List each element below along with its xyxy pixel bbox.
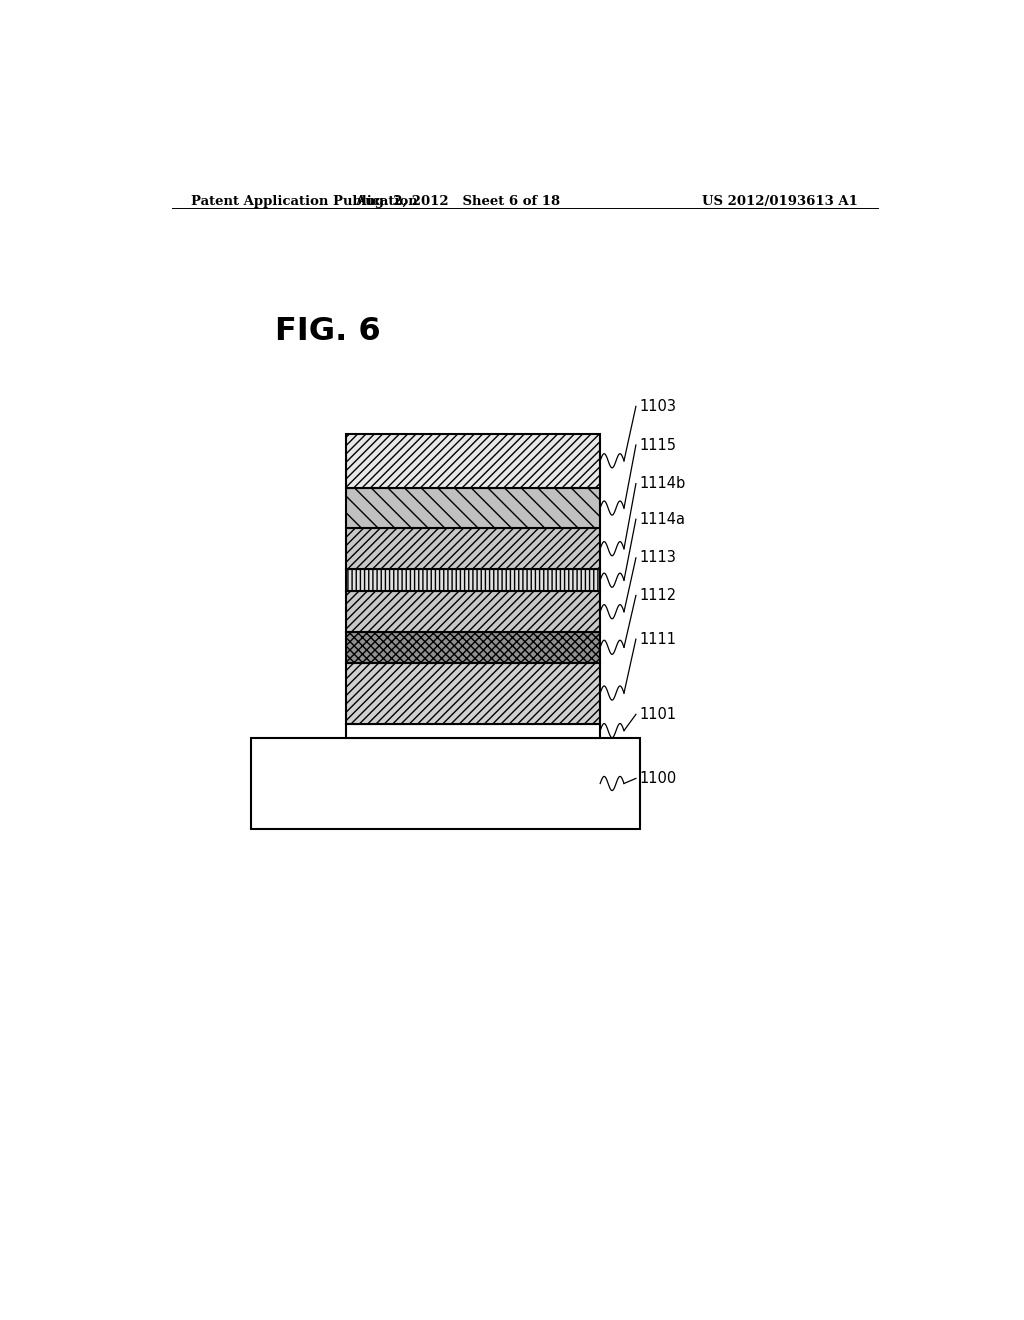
Text: 1114b: 1114b <box>640 477 686 491</box>
Bar <box>346 663 600 723</box>
Text: 1113: 1113 <box>640 550 677 565</box>
Text: FIG. 6: FIG. 6 <box>274 315 381 347</box>
Text: 1115: 1115 <box>640 437 677 453</box>
Text: Aug. 2, 2012   Sheet 6 of 18: Aug. 2, 2012 Sheet 6 of 18 <box>354 195 560 209</box>
Text: US 2012/0193613 A1: US 2012/0193613 A1 <box>702 195 858 209</box>
Bar <box>346 632 600 663</box>
Text: Patent Application Publication: Patent Application Publication <box>191 195 418 209</box>
Bar <box>251 738 640 829</box>
Text: 1100: 1100 <box>640 771 677 785</box>
Bar <box>346 434 600 487</box>
Bar <box>346 569 600 591</box>
Text: 1103: 1103 <box>640 399 677 414</box>
Bar <box>346 528 600 569</box>
Bar <box>346 723 600 738</box>
Bar <box>346 487 600 528</box>
Text: 1112: 1112 <box>640 587 677 603</box>
Text: 1101: 1101 <box>640 708 677 722</box>
Text: 1114a: 1114a <box>640 512 686 527</box>
Text: 1111: 1111 <box>640 632 677 647</box>
Bar <box>346 591 600 632</box>
